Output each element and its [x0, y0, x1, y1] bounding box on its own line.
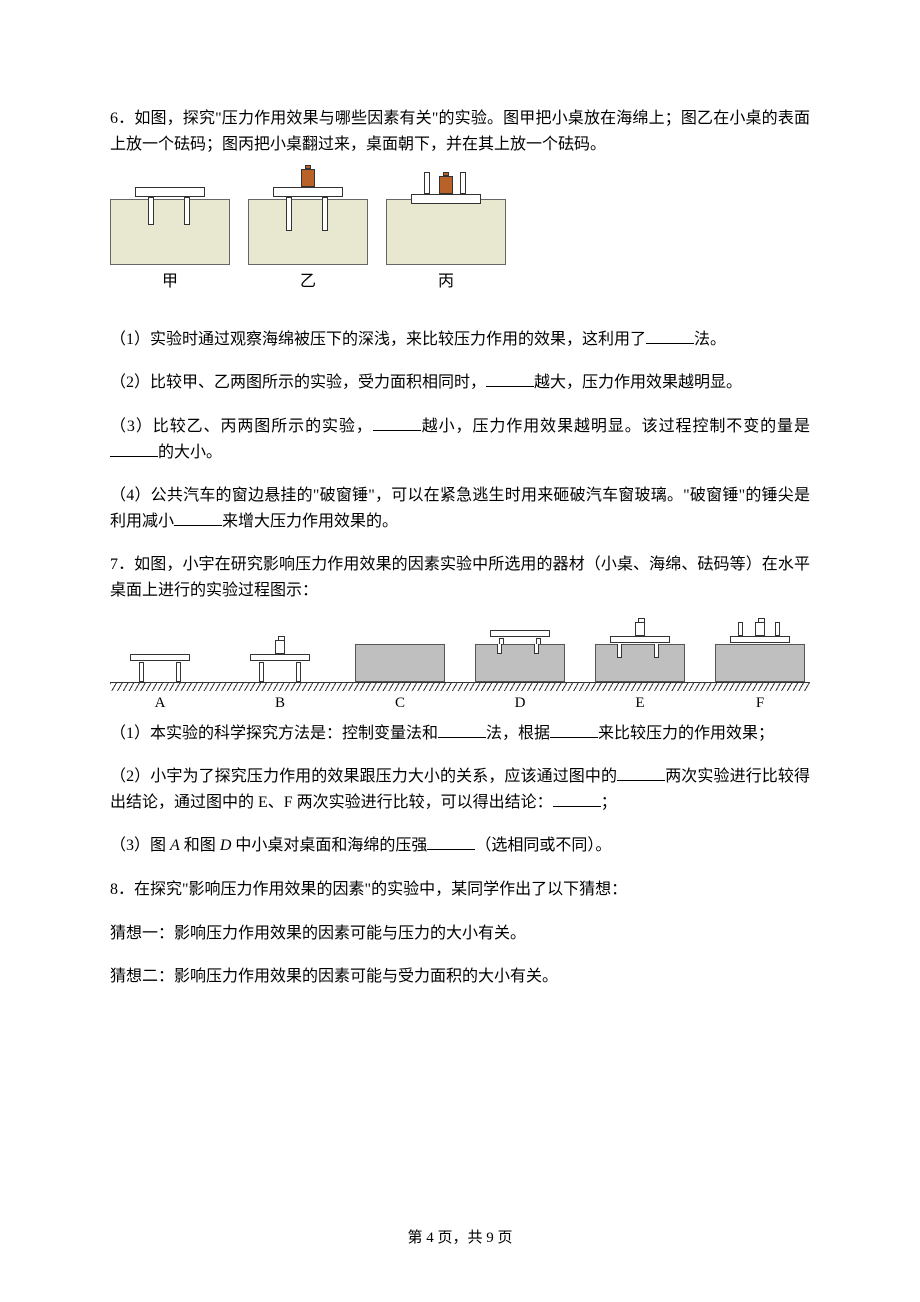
- q7-fig-a: [110, 640, 210, 682]
- q6-p4: （4）公共汽车的窗边悬挂的"破窗锤"，可以在紧急逃生时用来砸破汽车窗玻璃。"破窗…: [110, 483, 810, 534]
- q6-label-jia: 甲: [162, 269, 178, 295]
- q7-label-c: C: [350, 691, 450, 715]
- q7-figure-row: A B C D E F: [110, 622, 810, 715]
- q6-fig-yi: 乙: [248, 175, 368, 295]
- q6-p3c: 的大小。: [158, 444, 222, 461]
- q6-p2b: 越大，压力作用效果越明显。: [534, 374, 742, 391]
- q7-labels: A B C D E F: [110, 691, 810, 715]
- q8-g2: 猜想二：影响压力作用效果的因素可能与受力面积的大小有关。: [110, 964, 810, 990]
- q6-p2-text: （2）比较甲、乙两图所示的实验，受力面积相同时，: [110, 374, 486, 391]
- q6-p3b: 越小，压力作用效果越明显。该过程控制不变的量是: [421, 418, 810, 435]
- q6-label-bing: 丙: [438, 269, 454, 295]
- blank[interactable]: [110, 441, 158, 457]
- q7-label-b: B: [230, 691, 330, 715]
- q6-p1-text: （1）实验时通过观察海绵被压下的深浅，来比较压力作用的效果，这利用了: [110, 331, 646, 348]
- q7-label-a: A: [110, 691, 210, 715]
- q7-label-e: E: [590, 691, 690, 715]
- q8-g1: 猜想一：影响压力作用效果的因素可能与压力的大小有关。: [110, 921, 810, 947]
- q6-p1b: 法。: [694, 331, 726, 348]
- q7-p3d: （选相同或不同）。: [475, 837, 611, 854]
- q6-stem: 6．如图，探究"压力作用效果与哪些因素有关"的实验。图甲把小桌放在海绵上；图乙在…: [110, 106, 810, 157]
- q7-p1: （1）本实验的科学探究方法是：控制变量法和 法，根据 来比较压力的作用效果；: [110, 721, 810, 747]
- blank[interactable]: [646, 328, 694, 344]
- q7-fig-c: [350, 644, 450, 682]
- blank[interactable]: [486, 371, 534, 387]
- q6-label-yi: 乙: [300, 269, 316, 295]
- q7-p3c: 中小桌对桌面和海绵的压强: [231, 837, 427, 854]
- q6-p2: （2）比较甲、乙两图所示的实验，受力面积相同时， 越大，压力作用效果越明显。: [110, 370, 810, 396]
- q6-p4b: 来增大压力作用效果的。: [222, 513, 398, 530]
- q7-p1b: 法，根据: [486, 725, 550, 742]
- q6-figure-row: 甲 乙 丙: [110, 175, 810, 295]
- q7-p2-text: （2）小宇为了探究压力作用的效果跟压力大小的关系，应该通过图中的: [110, 768, 617, 785]
- blank[interactable]: [438, 722, 486, 738]
- ground-line: [110, 682, 810, 683]
- italic-a: A: [170, 837, 180, 854]
- q7-p3a: （3）图: [110, 837, 170, 854]
- q7-fig-f: [710, 622, 810, 682]
- italic-d: D: [220, 837, 232, 854]
- q6-p1: （1）实验时通过观察海绵被压下的深浅，来比较压力作用的效果，这利用了 法。: [110, 327, 810, 353]
- q7-p3: （3）图 A 和图 D 中小桌对桌面和海绵的压强 （选相同或不同）。: [110, 833, 810, 859]
- blank[interactable]: [373, 415, 421, 431]
- q7-p2: （2）小宇为了探究压力作用的效果跟压力大小的关系，应该通过图中的两次实验进行比较…: [110, 764, 810, 815]
- q7-fig-d: [470, 630, 570, 682]
- blank[interactable]: [617, 765, 665, 781]
- q7-p2c: ；: [601, 794, 617, 811]
- q7-label-d: D: [470, 691, 570, 715]
- q7-fig-e: [590, 622, 690, 682]
- q6-p3-text: （3）比较乙、丙两图所示的实验，: [110, 418, 373, 435]
- q7-fig-b: [230, 640, 330, 682]
- q7-p1-text: （1）本实验的科学探究方法是：控制变量法和: [110, 725, 438, 742]
- ground-hatch: [110, 683, 810, 691]
- q7-stem: 7．如图，小宇在研究影响压力作用效果的因素实验中所选用的器材（小桌、海绵、砝码等…: [110, 552, 810, 603]
- q6-fig-jia: 甲: [110, 175, 230, 295]
- q7-label-f: F: [710, 691, 810, 715]
- page-footer: 第 4 页，共 9 页: [0, 1226, 920, 1250]
- blank[interactable]: [427, 834, 475, 850]
- blank[interactable]: [553, 791, 601, 807]
- blank[interactable]: [550, 722, 598, 738]
- q6-fig-bing: 丙: [386, 175, 506, 295]
- blank[interactable]: [174, 510, 222, 526]
- q6-p3: （3）比较乙、丙两图所示的实验， 越小，压力作用效果越明显。该过程控制不变的量是的…: [110, 414, 810, 465]
- q7-p1c: 来比较压力的作用效果；: [598, 725, 774, 742]
- q7-p3b: 和图: [180, 837, 220, 854]
- q8-stem: 8．在探究"影响压力作用效果的因素"的实验中，某同学作出了以下猜想：: [110, 877, 810, 903]
